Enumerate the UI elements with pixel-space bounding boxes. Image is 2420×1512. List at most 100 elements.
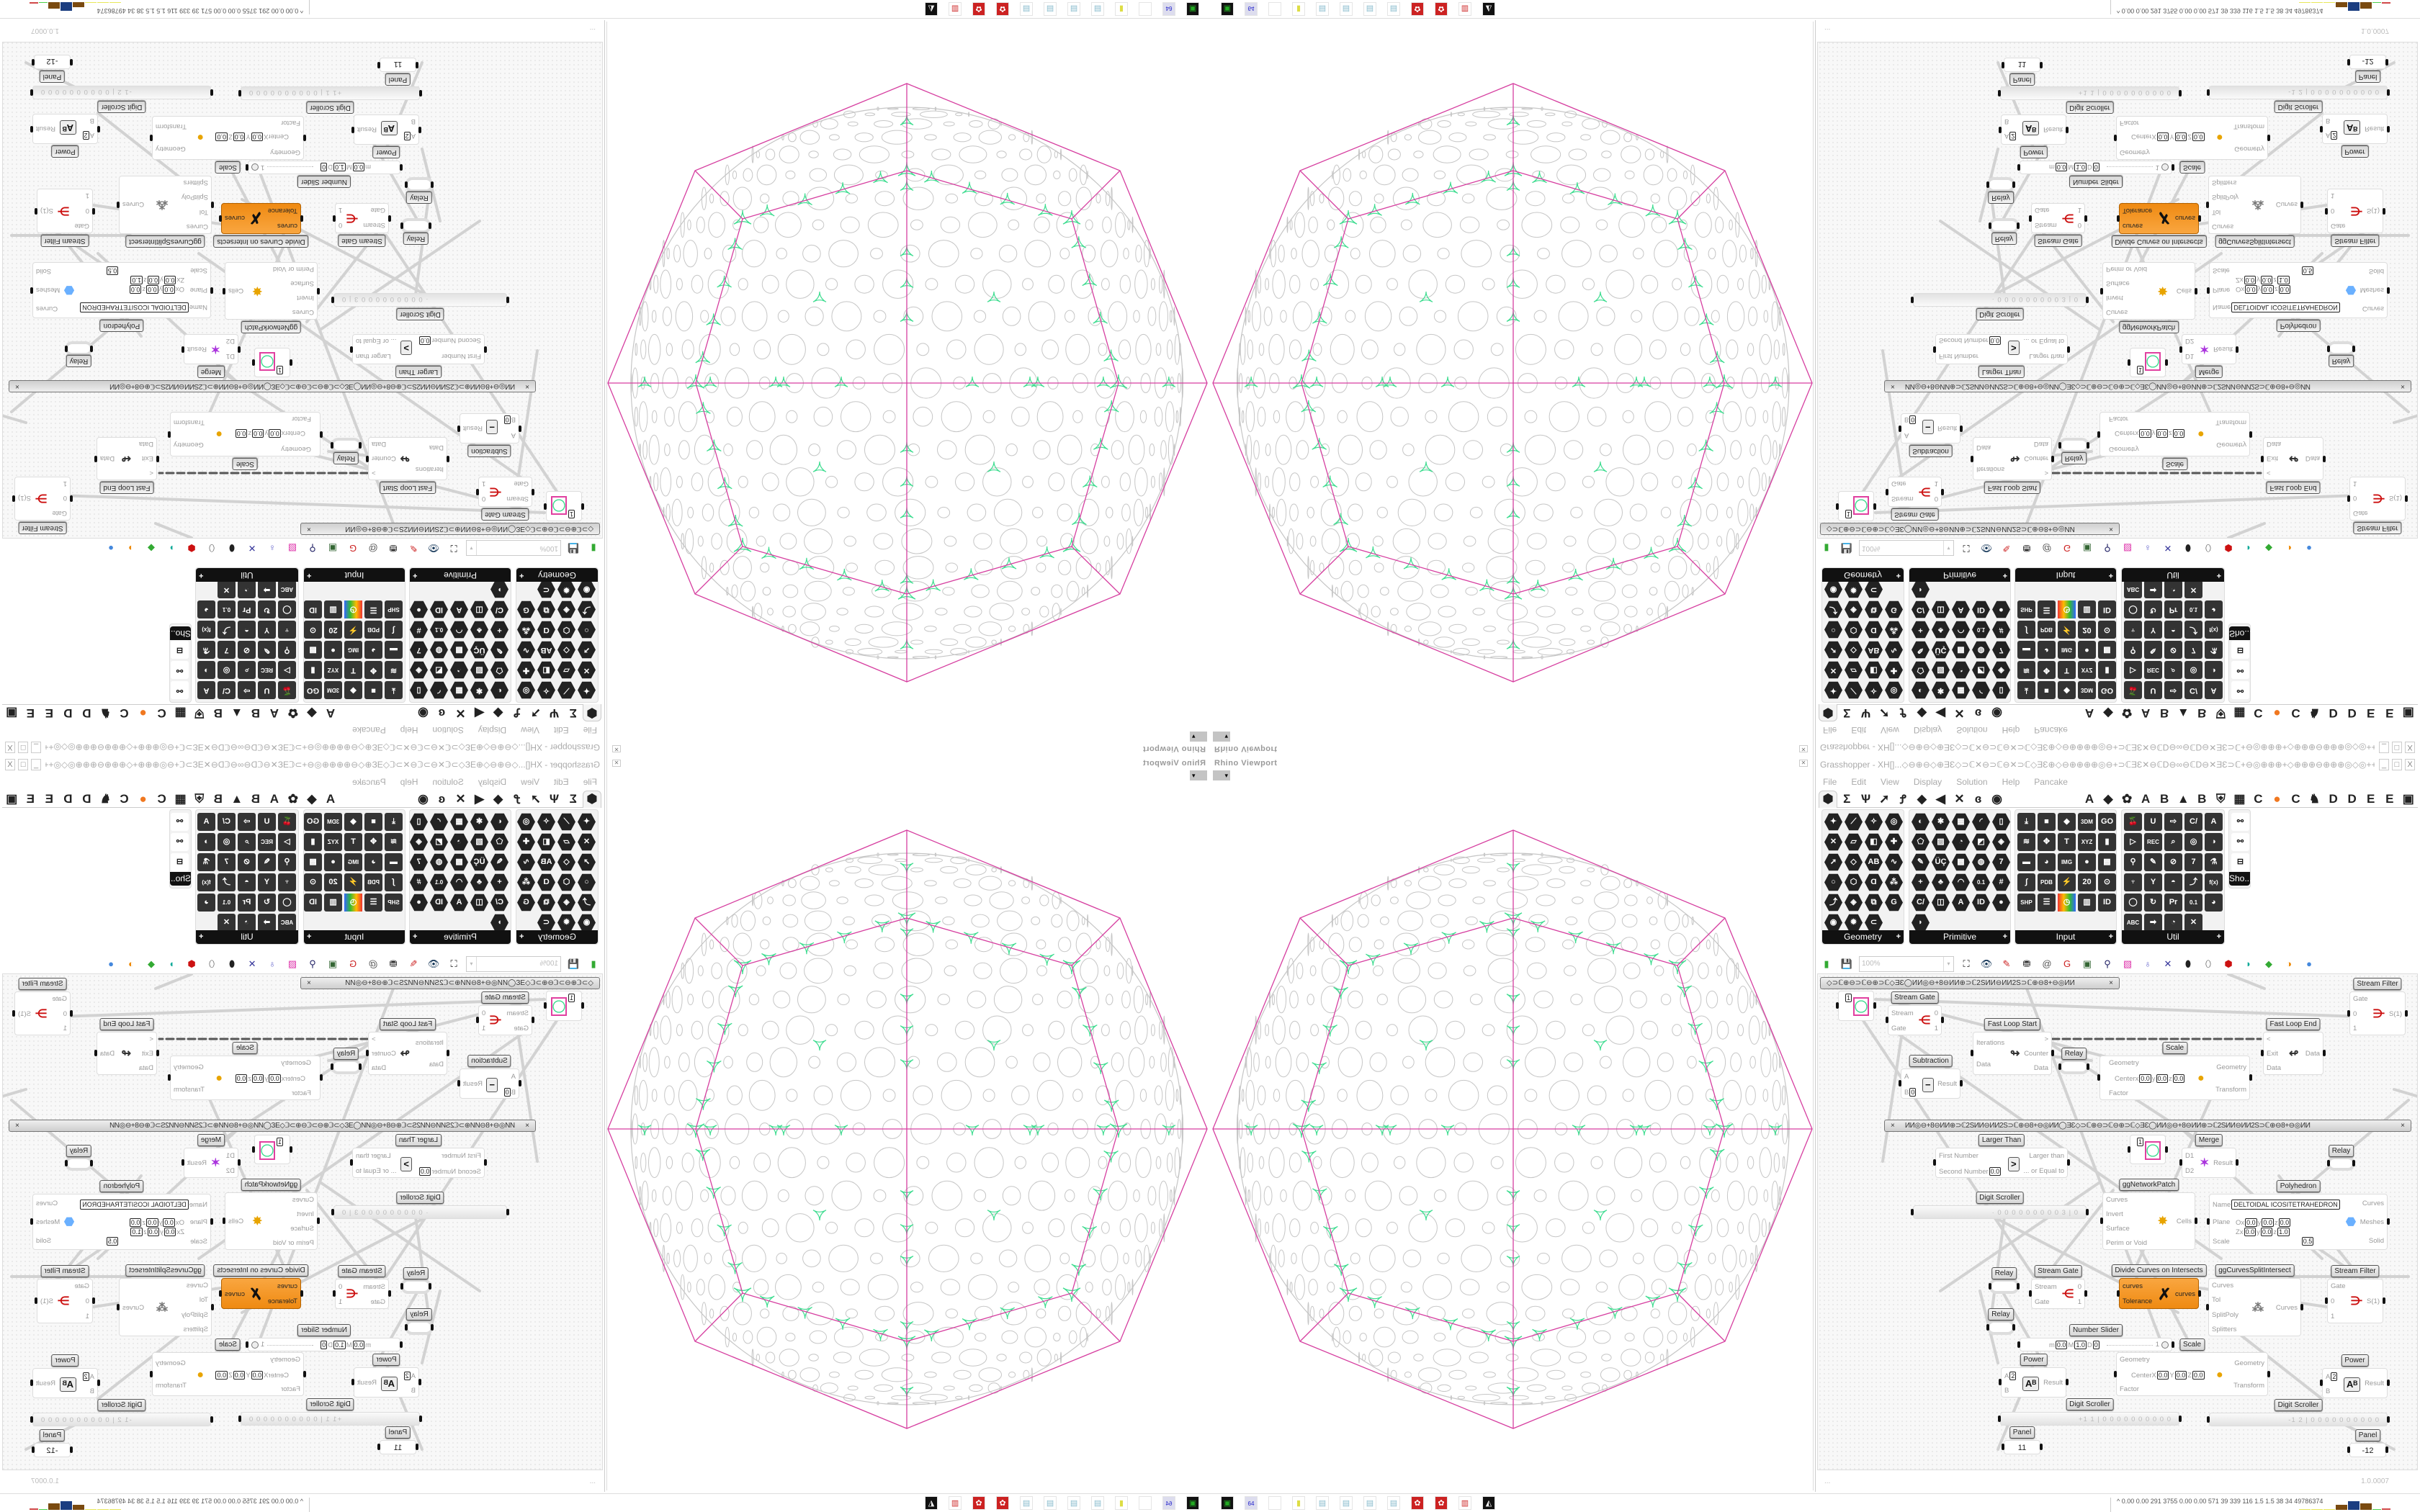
output-grip[interactable] [333,215,336,222]
folder-icon[interactable]: ▮ [1115,1496,1128,1510]
component-icon[interactable]: ⊂ [1865,914,1883,932]
component-icon[interactable]: ✚ [517,833,535,851]
component-icon[interactable]: ◐ [1912,813,1930,831]
component-icon[interactable]: ➚ [578,853,596,871]
fast-loop-start-component[interactable]: Iterations Data > Counter Data ↬ [366,437,449,480]
input-grip[interactable] [303,1370,306,1377]
preview-teal-icon[interactable]: ◗ [169,958,174,969]
slider-min[interactable]: 0.0 [2055,163,2068,171]
component-icon[interactable]: ⤴ [1824,894,1842,912]
component-icon[interactable]: ⌕ [238,661,256,679]
component-icon[interactable]: C/ [1912,600,1930,618]
component-icon[interactable]: ◷ [2058,894,2076,912]
input-value[interactable]: 0.0 [1989,1166,2002,1176]
component-icon[interactable]: ◫ [470,894,488,912]
polyhedron-label[interactable]: Polyhedron [2276,1180,2321,1192]
component-icon[interactable]: ◕ [2205,600,2223,618]
output-curves[interactable]: Curves [122,1303,145,1312]
component-icon[interactable]: ▮ [304,661,322,679]
stream-filter-1-component[interactable]: Gate 0 1 S(1) ⋺ [12,991,73,1035]
tab-13[interactable]: ✿ [287,791,299,806]
slider-knob[interactable] [251,1341,259,1349]
group-bar[interactable]: ◇⊃ℂ⊕⊖⊃ℂ⊖⊕⊃ℂ◇ƎƐ◯ИИ◎⊖+8⊖ИИ⊕⊃ℂ2SИИ⊖ИИ2S⊃ℂ⊕⊖… [300,523,600,535]
input-stream[interactable]: Stream [2035,1283,2057,1291]
output-grip[interactable] [12,1009,15,1017]
wireframe-preview-icon[interactable]: ⬯ [208,958,215,969]
digit-scroller-2-label[interactable]: Digit Scroller [2066,102,2114,114]
component-icon[interactable]: ▨ [470,833,488,851]
group-close-icon[interactable]: × [307,525,311,533]
input-gate[interactable]: Gate [74,1282,89,1290]
wire-display-icon[interactable]: ✕ [248,958,256,969]
output-grip[interactable] [457,1080,460,1086]
input-grip[interactable] [211,202,214,209]
component-icon[interactable]: ◯ [278,894,296,912]
center-value[interactable]: 0.0 [2156,1074,2169,1083]
output-grip[interactable] [30,126,33,132]
blank-icon[interactable] [1268,2,1281,16]
input-gate[interactable]: Gate [2035,1298,2050,1306]
group-close-icon[interactable]: × [307,979,311,987]
component-icon[interactable]: ⁂ [1885,873,1903,891]
zoom-extents-icon[interactable]: ⛶ [450,958,457,969]
tab-4[interactable]: Ꝭ [1900,793,1906,806]
component-icon[interactable]: ⚯ [171,813,189,831]
stream-gate-2-label[interactable]: Stream Gate [2034,235,2082,247]
component-icon[interactable]: ✥ [364,661,382,679]
preview-1-component[interactable]: 1 [1836,491,1876,521]
component-icon[interactable]: ◧ [537,661,555,679]
expand-icon[interactable]: ^ [2117,1498,2120,1505]
output-grip[interactable] [252,1146,255,1153]
input-grip[interactable] [2058,442,2061,449]
tab-1[interactable]: Σ [1843,791,1851,806]
output-grip[interactable] [2017,222,2020,230]
canvas-icon[interactable]: ▣ [2082,958,2092,969]
relay-2-label[interactable]: Relay [66,355,92,367]
component-icon[interactable]: ◔ [238,914,256,932]
stream-filter-1-label[interactable]: Stream Filter [18,978,67,990]
stream-filter-2-component[interactable]: Gate 0 1 S(1) ⋺ [2325,1279,2385,1323]
input-grip[interactable] [519,426,521,432]
component-icon[interactable]: ✕ [2184,914,2202,932]
plane-value[interactable]: 0.0 [147,1228,160,1236]
output-curves[interactable]: curves [225,1290,245,1298]
plane-value[interactable]: 0.0 [2262,285,2274,294]
input-curves[interactable]: Curves [292,1196,314,1204]
component-icon[interactable]: ⟋ [1845,813,1863,831]
component-icon[interactable]: ☰ [2038,894,2056,912]
component-icon[interactable]: T [344,661,362,679]
component-icon[interactable]: ◕ [2205,894,2223,912]
component-icon[interactable]: ◇ [1845,853,1863,871]
slider-max[interactable]: 1.0 [333,163,346,171]
output-result[interactable]: Result [2365,125,2384,132]
output-0[interactable]: 0 [339,1282,343,1291]
stream-gate-2-component[interactable]: Stream Gate 0 1 ⋲ [333,203,391,233]
center-value[interactable]: 0.0 [233,1370,246,1380]
input-grip[interactable] [1986,1323,1989,1331]
input-perim-or-void[interactable]: Perim or Void [2106,1239,2147,1247]
input-gate[interactable]: Gate [2035,207,2050,215]
output-s-1-[interactable]: S(1) [40,1297,53,1305]
input-stream[interactable]: Stream [506,495,529,503]
relay-4-label[interactable]: Relay [1988,192,2014,204]
component-icon[interactable]: GO [2098,813,2116,831]
component-icon[interactable]: ✎ [490,641,508,659]
component-icon[interactable]: ◔ [238,580,256,598]
component-icon[interactable]: ∫ [385,621,403,639]
plane-value[interactable]: 0.0 [146,285,158,294]
component-icon[interactable]: ◆ [344,813,362,831]
output-grip[interactable] [2323,456,2326,462]
component-icon[interactable]: ⚡ [344,621,362,639]
menu-file[interactable]: File [1823,777,1837,787]
output-grip[interactable] [2040,1444,2043,1450]
center-value[interactable]: 0.0 [235,429,248,438]
menu-solution[interactable]: Solution [432,777,464,787]
component-icon[interactable]: ☰ [2038,600,2056,618]
relay-3-label[interactable]: Relay [403,1267,429,1279]
close-button[interactable]: X [5,742,15,753]
sketch-pen-icon[interactable]: ✎ [409,958,418,969]
output-grip[interactable] [2405,495,2408,503]
divide-curves-component[interactable]: curves Tolerance curves ✗ [2117,203,2201,234]
input-grip[interactable] [359,1063,362,1070]
